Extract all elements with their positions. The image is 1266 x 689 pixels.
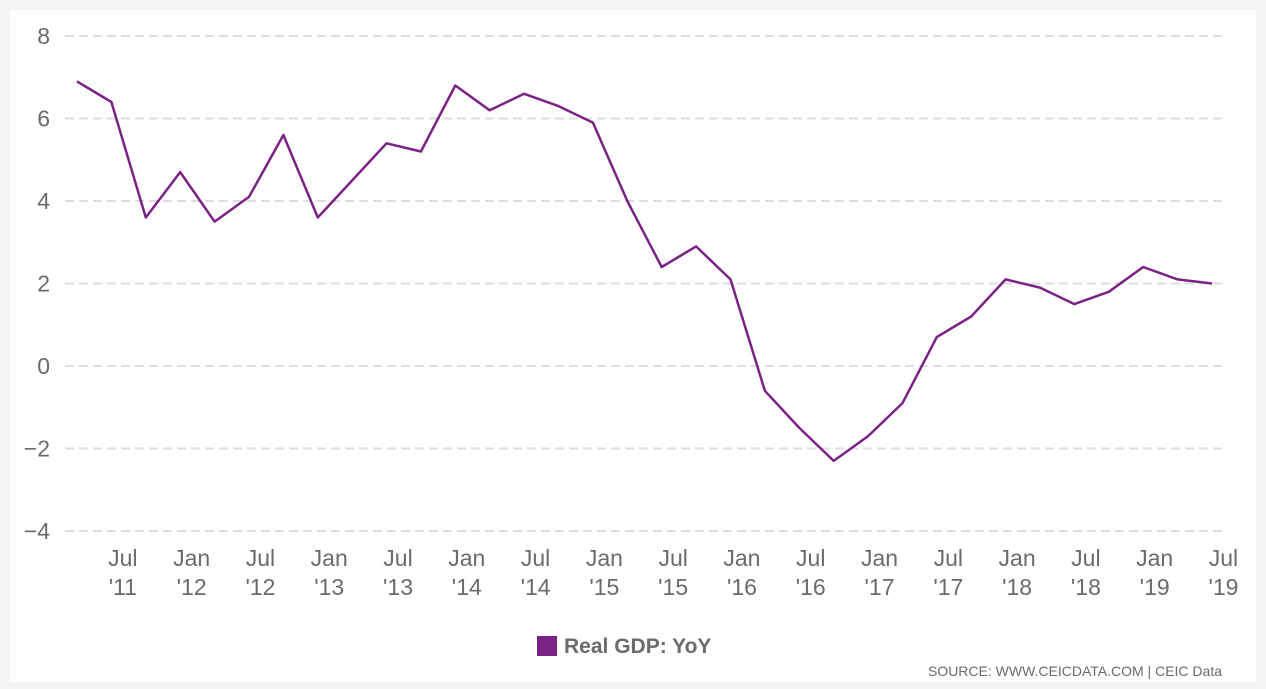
- x-tick-12: Jul '17: [933, 545, 963, 600]
- x-tick-11: Jan '17: [861, 545, 898, 600]
- x-tick-10: Jul '16: [796, 545, 826, 600]
- x-tick-year: '13: [314, 574, 344, 600]
- line-chart: 8 6 4 2 0 −2 −4 Jul '11 Jan '12 Jul '12 Jan '13 Jul '13…: [24, 23, 1239, 679]
- source-note: SOURCE: WWW.CEICDATA.COM | CEIC Data: [928, 663, 1222, 679]
- legend-label: Real GDP: YoY: [564, 635, 711, 658]
- x-tick-year: '15: [589, 574, 619, 600]
- y-tick-label: 8: [37, 23, 50, 49]
- x-tick-year: '18: [1071, 574, 1101, 600]
- x-tick-year: '18: [1002, 574, 1032, 600]
- x-tick-year: '12: [177, 574, 207, 600]
- x-tick-month: Jan: [861, 545, 898, 571]
- x-tick-year: '17: [933, 574, 963, 600]
- y-tick-label: 4: [37, 188, 50, 214]
- chart-container: 8 6 4 2 0 −2 −4 Jul '11 Jan '12 Jul '12 Jan '13 Jul '13…: [10, 10, 1256, 682]
- x-tick-year: '11: [109, 574, 137, 600]
- x-tick-year: '13: [383, 574, 413, 600]
- x-tick-15: Jan '19: [1136, 545, 1173, 600]
- y-tick-label: −2: [24, 436, 50, 462]
- x-tick-year: '14: [452, 574, 482, 600]
- x-tick-month: Jan: [723, 545, 760, 571]
- x-tick-month: Jul: [934, 545, 963, 571]
- x-tick-9: Jan '16: [723, 545, 760, 600]
- x-tick-month: Jan: [1136, 545, 1173, 571]
- x-tick-year: '17: [865, 574, 895, 600]
- x-tick-month: Jul: [108, 545, 137, 571]
- x-tick-13: Jan '18: [999, 545, 1036, 600]
- y-axis-ticks: 8 6 4 2 0 −2 −4: [24, 23, 50, 544]
- x-tick-year: '19: [1208, 574, 1238, 600]
- x-tick-month: Jul: [521, 545, 550, 571]
- x-tick-3: Jan '13: [311, 545, 348, 600]
- legend: Real GDP: YoY: [537, 635, 711, 658]
- x-tick-5: Jan '14: [448, 545, 485, 600]
- x-tick-month: Jul: [1209, 545, 1238, 571]
- x-tick-month: Jan: [311, 545, 348, 571]
- grid-lines: [65, 35, 1222, 532]
- series-line-0: [76, 80, 1213, 463]
- x-tick-month: Jul: [246, 545, 275, 571]
- series-group: [76, 80, 1213, 463]
- x-tick-16: Jul '19: [1208, 545, 1238, 600]
- x-tick-month: Jul: [658, 545, 687, 571]
- x-tick-0: Jul '11: [108, 545, 137, 600]
- x-tick-year: '16: [727, 574, 757, 600]
- x-axis-ticks: Jul '11 Jan '12 Jul '12 Jan '13 Jul '13 Jan '14 Jul '…: [108, 545, 1238, 600]
- x-tick-month: Jul: [796, 545, 825, 571]
- x-tick-8: Jul '15: [658, 545, 688, 600]
- y-tick-label: −4: [24, 518, 50, 544]
- x-tick-year: '15: [658, 574, 688, 600]
- x-tick-year: '16: [796, 574, 826, 600]
- legend-swatch: [537, 636, 557, 656]
- x-tick-year: '19: [1140, 574, 1170, 600]
- x-tick-14: Jul '18: [1071, 545, 1101, 600]
- y-tick-label: 6: [37, 106, 50, 132]
- x-tick-1: Jan '12: [173, 545, 210, 600]
- x-tick-month: Jan: [173, 545, 210, 571]
- x-tick-6: Jul '14: [521, 545, 551, 600]
- x-tick-year: '12: [245, 574, 275, 600]
- x-tick-month: Jan: [586, 545, 623, 571]
- x-tick-month: Jul: [383, 545, 412, 571]
- x-tick-4: Jul '13: [383, 545, 413, 600]
- x-tick-month: Jul: [1071, 545, 1100, 571]
- x-tick-2: Jul '12: [245, 545, 275, 600]
- x-tick-month: Jan: [999, 545, 1036, 571]
- y-tick-label: 2: [37, 271, 50, 297]
- x-tick-year: '14: [521, 574, 551, 600]
- y-tick-label: 0: [37, 353, 50, 379]
- x-tick-month: Jan: [448, 545, 485, 571]
- x-tick-7: Jan '15: [586, 545, 623, 600]
